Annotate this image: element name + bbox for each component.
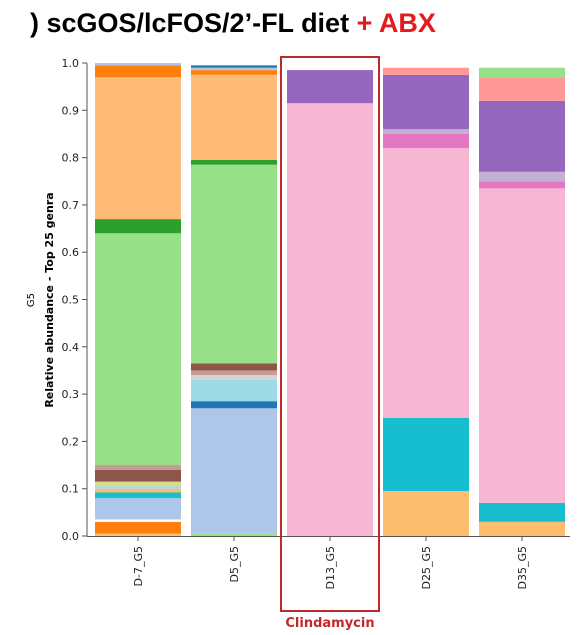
y-tick-label: 0.6 xyxy=(62,246,80,259)
y-tick-label: 0.3 xyxy=(62,388,80,401)
bar-segment xyxy=(287,70,373,104)
bar-D35_G5 xyxy=(479,67,565,536)
bar-segment xyxy=(95,498,181,520)
bar-segment xyxy=(479,502,565,522)
bar-segment xyxy=(479,188,565,503)
bar-segment xyxy=(383,129,469,134)
bar-segment xyxy=(479,67,565,78)
bar-segment xyxy=(191,70,277,75)
y-tick-label: 0.5 xyxy=(62,294,80,307)
bar-segment xyxy=(287,103,373,536)
y-tick-label: 0.0 xyxy=(62,530,80,543)
bar-segment xyxy=(191,65,277,68)
y-axis-label: Relative abundance - Top 25 genra xyxy=(43,192,56,407)
bar-segment xyxy=(191,375,277,380)
y-tick-label: 0.9 xyxy=(62,104,80,117)
x-tick-label: D-7_G5 xyxy=(132,546,145,586)
bar-segment xyxy=(95,492,181,499)
bars xyxy=(95,63,565,536)
bar-segment xyxy=(191,74,277,160)
y-axis: 0.0 0.1 0.2 0.3 0.4 0.5 0.6 0.7 0.8 0.9 1.0 xyxy=(62,57,88,543)
bar-segment xyxy=(191,159,277,165)
x-tick-label: D25_G5 xyxy=(420,546,433,590)
chart-title-accent: + ABX xyxy=(356,8,436,38)
bar-segment xyxy=(383,417,469,492)
bar-segment xyxy=(95,533,181,536)
y-tick-label: 0.7 xyxy=(62,199,80,212)
bar-segment xyxy=(95,63,181,66)
bar-segment xyxy=(95,521,181,534)
chart-title: ) scGOS/lcFOS/2’-FL diet + ABX xyxy=(30,8,436,39)
bar-segment xyxy=(479,521,565,536)
bar-segment xyxy=(191,164,277,364)
x-tick-label: D5_G5 xyxy=(228,546,241,583)
x-axis: D-7_G5 D5_G5 D13_G5 D25_G5 D35_G5 xyxy=(87,536,570,590)
side-label: G5 xyxy=(26,293,37,307)
bar-segment xyxy=(191,379,277,402)
y-tick-label: 0.2 xyxy=(62,435,80,448)
y-tick-label: 0.4 xyxy=(62,341,80,354)
bar-segment xyxy=(95,233,181,466)
bar-segment xyxy=(95,486,181,489)
bar-segment xyxy=(191,363,277,371)
highlight-box xyxy=(280,56,380,612)
bar-segment xyxy=(191,533,277,536)
bar-segment xyxy=(95,519,181,522)
bar-segment xyxy=(383,148,469,418)
highlight-label: Clindamycin xyxy=(285,616,374,631)
bar-segment xyxy=(479,100,565,172)
bar-segment xyxy=(95,481,181,487)
bar-segment xyxy=(191,401,277,409)
y-tick-label: 0.8 xyxy=(62,152,80,165)
bar-segment xyxy=(383,491,469,536)
bar-segment xyxy=(191,370,277,376)
bar-D5_G5 xyxy=(191,65,277,536)
overlays: Clindamycin xyxy=(280,56,380,631)
x-tick-label: D35_G5 xyxy=(516,546,529,590)
bar-segment xyxy=(95,469,181,482)
bar-segment xyxy=(479,77,565,101)
bar-segment xyxy=(383,67,469,75)
bar-segment xyxy=(95,488,181,493)
x-tick-label: D13_G5 xyxy=(324,546,337,590)
bar-segment xyxy=(95,465,181,470)
y-tick-label: 0.1 xyxy=(62,483,80,496)
bar-D25_G5 xyxy=(383,67,469,536)
bar-D-7_G5 xyxy=(95,63,181,536)
y-tick-label: 1.0 xyxy=(62,57,80,70)
bar-segment xyxy=(383,133,469,149)
bar-segment xyxy=(191,408,277,534)
bar-segment xyxy=(191,67,277,71)
bar-segment xyxy=(383,74,469,130)
bar-segment xyxy=(95,77,181,220)
bar-D13_G5 xyxy=(287,70,373,536)
bar-segment xyxy=(479,181,565,189)
bar-segment xyxy=(95,65,181,78)
bar-segment xyxy=(95,219,181,234)
chart-title-text: ) scGOS/lcFOS/2’-FL diet xyxy=(30,8,350,38)
bar-segment xyxy=(479,171,565,182)
